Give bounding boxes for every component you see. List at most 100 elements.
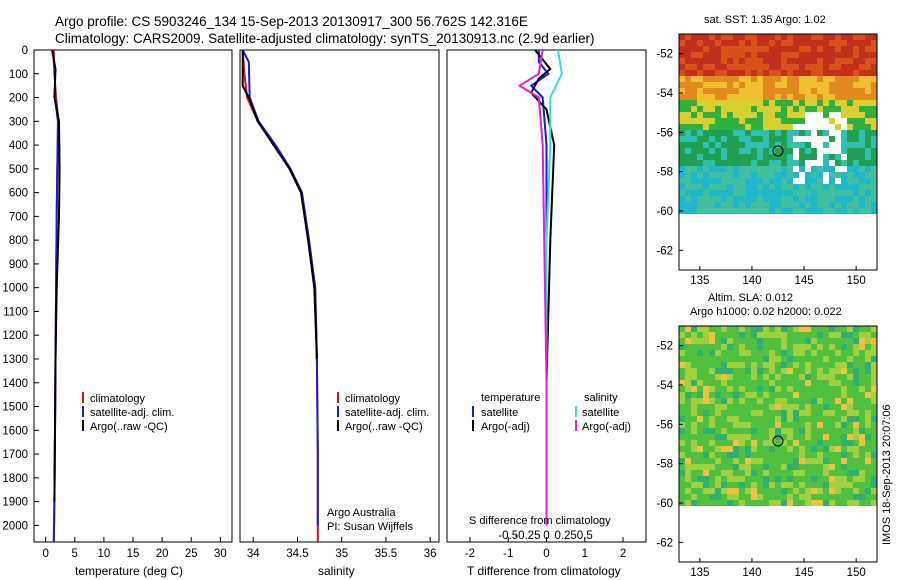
map-cell	[859, 494, 865, 500]
map-cell	[835, 440, 841, 446]
map-cell	[733, 458, 739, 464]
map-cell	[709, 458, 715, 464]
map-cell	[721, 404, 727, 410]
map-cell	[823, 94, 829, 100]
map-cell	[805, 190, 811, 196]
map-cell	[847, 458, 853, 464]
map-cell	[805, 434, 811, 440]
argo-location-marker-sla	[772, 435, 784, 447]
map-cell	[691, 118, 697, 124]
map-cell	[763, 124, 769, 130]
map-cell	[757, 326, 763, 332]
map-cell	[841, 64, 847, 70]
map-cell	[697, 326, 703, 332]
map-cell	[709, 76, 715, 82]
map-cell	[703, 386, 709, 392]
map-cell	[847, 82, 853, 88]
map-cell	[817, 416, 823, 422]
salinity-axis-label: salinity	[318, 564, 355, 578]
map-cell	[835, 160, 841, 166]
map-cell	[769, 124, 775, 130]
map-cell	[781, 368, 787, 374]
map-cell	[715, 130, 721, 136]
map-cell	[763, 416, 769, 422]
map-cell	[733, 428, 739, 434]
map-cell	[871, 494, 877, 500]
map-cell	[769, 434, 775, 440]
x-tick-label: 35	[335, 548, 348, 560]
map-cell	[775, 52, 781, 58]
map-cell	[787, 106, 793, 112]
map-cell	[859, 160, 865, 166]
depth-tick-label: 1600	[2, 425, 28, 437]
map-cell	[757, 40, 763, 46]
map-cell	[775, 76, 781, 82]
map-cell	[691, 88, 697, 94]
map-cell	[817, 386, 823, 392]
map-cell	[763, 46, 769, 52]
map-cell	[793, 130, 799, 136]
map-cell	[763, 154, 769, 160]
map-cell	[871, 362, 877, 368]
map-cell	[841, 362, 847, 368]
map-cell	[715, 482, 721, 488]
map-cell	[817, 446, 823, 452]
map-cell	[697, 82, 703, 88]
map-cell	[769, 70, 775, 76]
map-cell	[793, 452, 799, 458]
map-cell	[763, 404, 769, 410]
map-cell	[781, 326, 787, 332]
map-cell	[757, 190, 763, 196]
map-cell	[799, 398, 805, 404]
map-cell	[745, 112, 751, 118]
map-cell	[685, 34, 691, 40]
map-cell	[691, 184, 697, 190]
map-cell	[685, 362, 691, 368]
map-cell	[841, 136, 847, 142]
map-cell	[775, 124, 781, 130]
map-cell	[835, 130, 841, 136]
map-cell	[703, 470, 709, 476]
map-cell	[829, 452, 835, 458]
map-cell	[811, 94, 817, 100]
map-cell	[805, 202, 811, 208]
map-cell	[817, 422, 823, 428]
map-cell	[739, 142, 745, 148]
map-cell	[733, 446, 739, 452]
map-cell	[775, 148, 781, 154]
map-cell	[685, 452, 691, 458]
map-cell	[751, 148, 757, 154]
map-cell	[865, 464, 871, 470]
map-cell	[865, 374, 871, 380]
map-cell	[805, 166, 811, 172]
map-cell	[841, 118, 847, 124]
map-cell	[841, 58, 847, 64]
map-cell	[811, 82, 817, 88]
map-y-tick-label: -54	[656, 380, 673, 392]
map-cell	[853, 368, 859, 374]
map-cell	[811, 112, 817, 118]
map-cell	[763, 148, 769, 154]
map-cell	[871, 112, 877, 118]
map-cell	[691, 58, 697, 64]
map-cell	[865, 326, 871, 332]
map-cell	[781, 52, 787, 58]
map-cell	[847, 58, 853, 64]
map-cell	[853, 94, 859, 100]
map-cell	[751, 428, 757, 434]
map-cell	[679, 482, 685, 488]
legend-sal-satellite: satellite-adj. clim.	[345, 407, 429, 419]
map-cell	[769, 428, 775, 434]
map-cell	[847, 148, 853, 154]
map-cell	[697, 148, 703, 154]
map-cell	[865, 154, 871, 160]
map-cell	[835, 434, 841, 440]
map-cell	[805, 142, 811, 148]
map-cell	[769, 160, 775, 166]
map-cell	[799, 166, 805, 172]
map-cell	[763, 326, 769, 332]
map-cell	[763, 386, 769, 392]
map-cell	[805, 464, 811, 470]
map-cell	[769, 446, 775, 452]
map-cell	[835, 118, 841, 124]
